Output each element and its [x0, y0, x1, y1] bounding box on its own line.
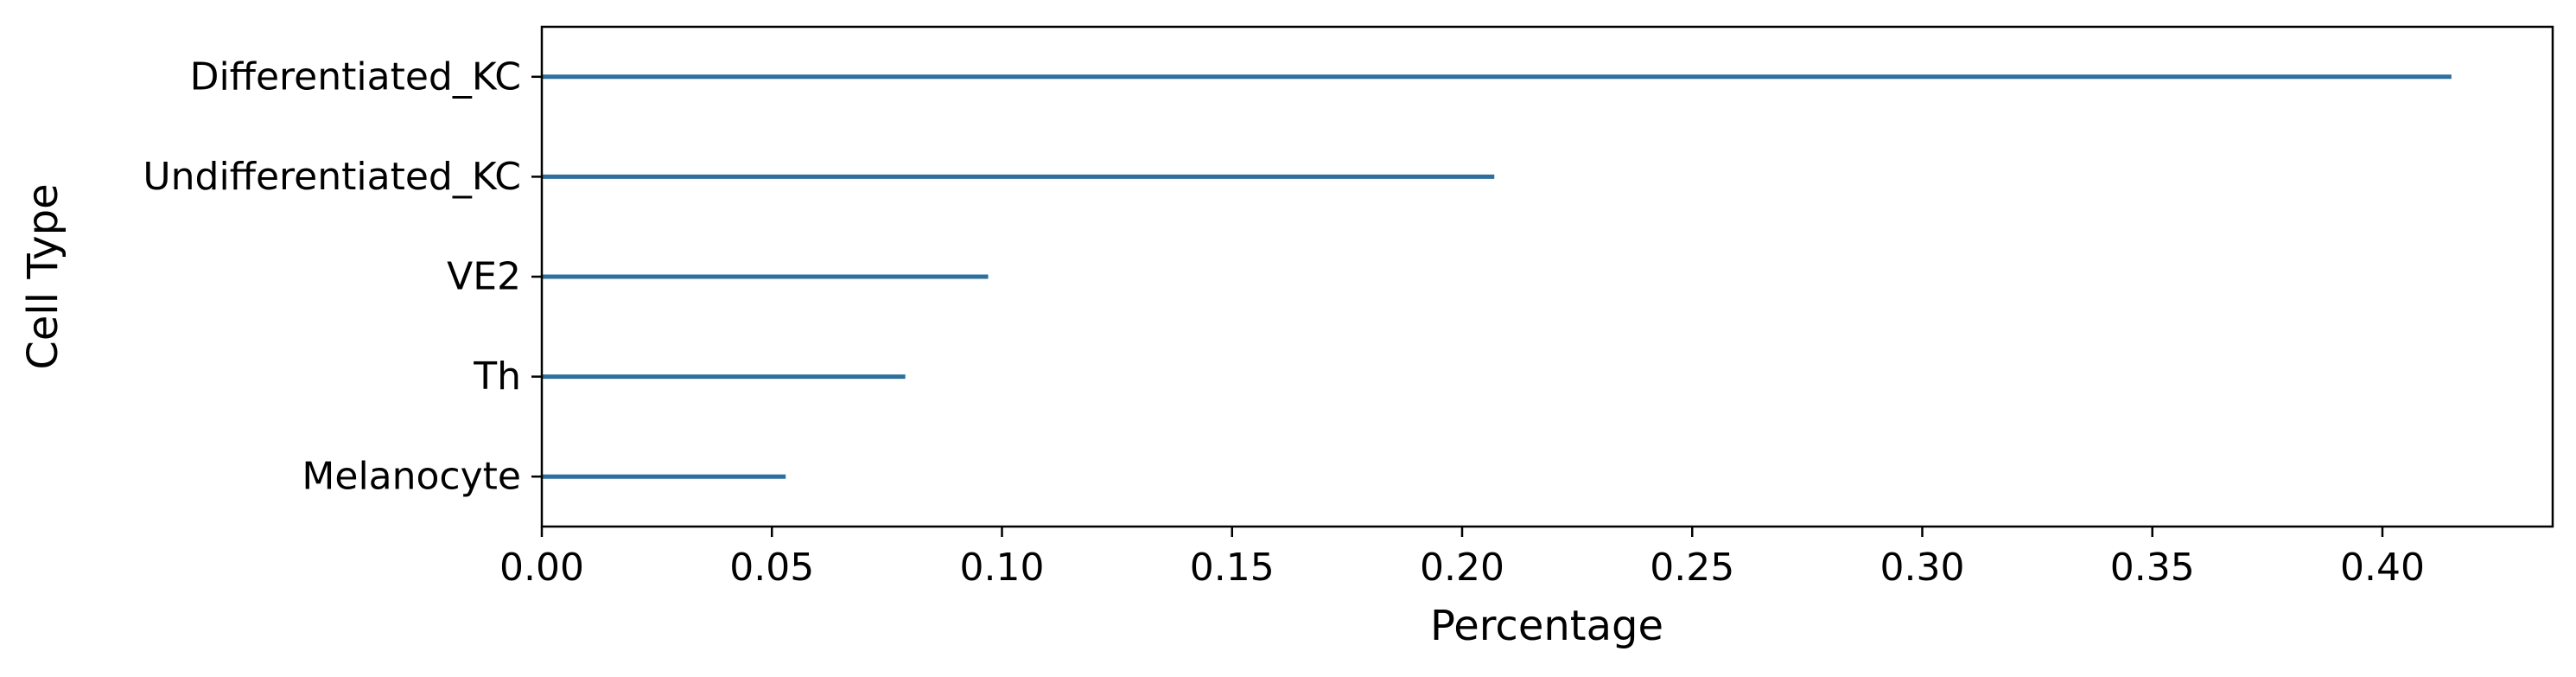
y-tick-label-differentiated-kc: Differentiated_KC: [190, 54, 521, 99]
x-tick-label: 0.05: [729, 546, 814, 590]
x-tick-label: 0.15: [1190, 546, 1275, 590]
x-tick-label: 0.30: [1880, 546, 1964, 590]
x-tick-label: 0.35: [2110, 546, 2195, 590]
x-tick-label: 0.20: [1420, 546, 1504, 590]
x-axis-title: Percentage: [1430, 602, 1663, 650]
y-tick-label-undifferentiated-kc: Undifferentiated_KC: [143, 155, 521, 199]
x-tick-label: 0.25: [1650, 546, 1734, 590]
y-tick-label-melanocyte: Melanocyte: [302, 455, 521, 499]
x-axis-ticks: 0.00 0.05 0.10 0.15 0.20 0.25 0.30 0.35 0.40: [499, 527, 2425, 590]
y-axis-ticks: Differentiated_KC Undifferentiated_KC VE2 T…: [143, 54, 542, 499]
y-tick-label-ve2: VE2: [447, 255, 521, 299]
bars-group: [542, 74, 2452, 479]
x-tick-label: 0.40: [2340, 546, 2425, 590]
x-tick-label: 0.00: [499, 546, 584, 590]
x-tick-label: 0.10: [960, 546, 1045, 590]
y-tick-label-th: Th: [473, 354, 521, 399]
y-axis-title: Cell Type: [19, 183, 67, 369]
